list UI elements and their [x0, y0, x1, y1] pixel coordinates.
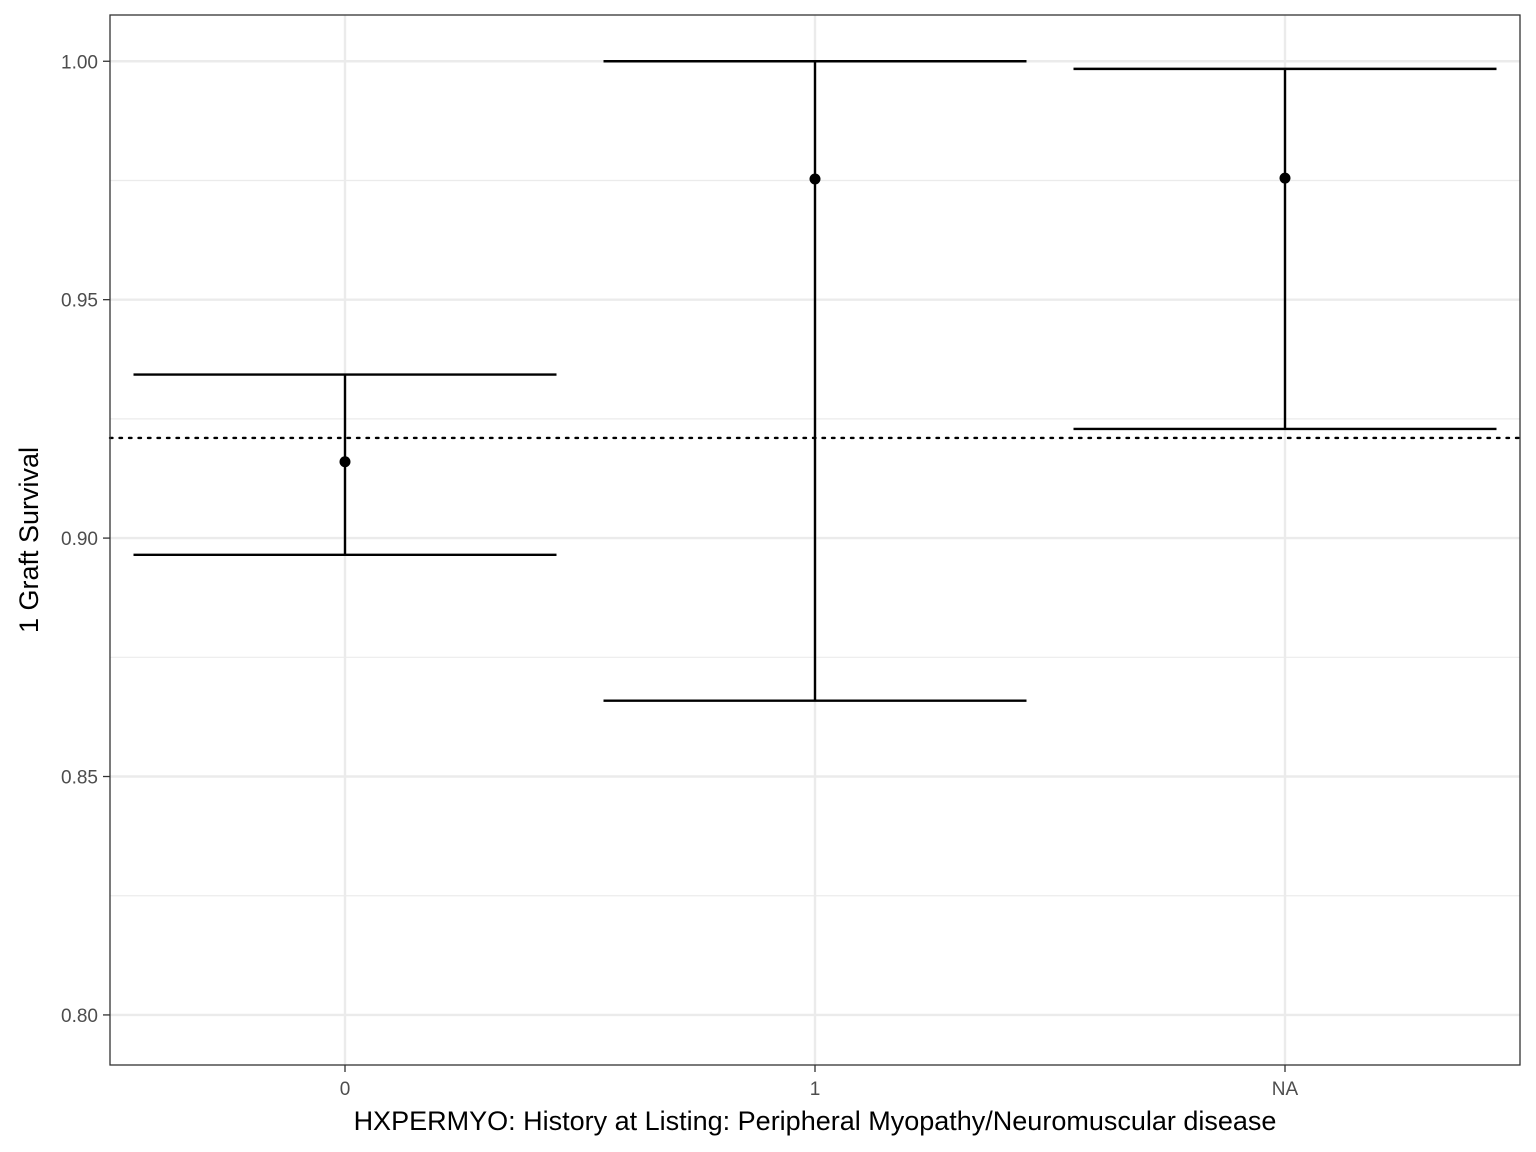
x-axis-title: HXPERMYO: History at Listing: Peripheral…	[354, 1106, 1277, 1136]
y-tick-label: 0.85	[61, 768, 98, 789]
point-estimate	[1279, 172, 1291, 184]
x-tick-label: NA	[1272, 1079, 1299, 1100]
y-tick-label: 1.00	[61, 52, 98, 73]
y-tick-label: 0.80	[61, 1006, 98, 1027]
point-estimate	[339, 456, 351, 468]
point-estimate	[809, 173, 821, 185]
axes: 0.80 0.85 0.90 0.95 1.00 0 1 NA	[61, 52, 1299, 1100]
y-axis-title: 1 Graft Survival	[14, 447, 44, 633]
x-tick-label: 0	[340, 1079, 351, 1100]
y-tick-label: 0.95	[61, 291, 98, 312]
x-tick-label: 1	[810, 1079, 821, 1100]
y-tick-label: 0.90	[61, 529, 98, 550]
point-estimates	[339, 172, 1291, 468]
error-bars	[133, 60, 1497, 702]
